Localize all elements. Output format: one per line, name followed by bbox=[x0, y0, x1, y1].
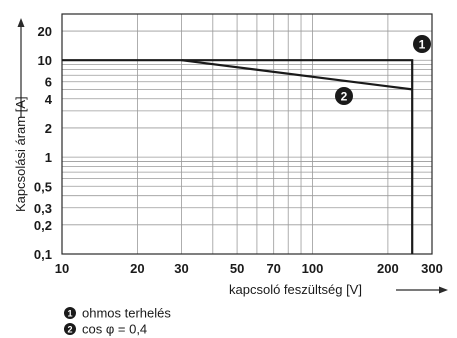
legend-marker-1 bbox=[64, 307, 76, 319]
x-tick-label: 100 bbox=[302, 261, 324, 276]
y-tick-label: 2 bbox=[45, 121, 52, 136]
x-tick-label: 200 bbox=[377, 261, 399, 276]
series-1-line bbox=[62, 59, 414, 254]
legend-label-1: ohmos terhelés bbox=[82, 306, 171, 321]
grid bbox=[62, 14, 432, 254]
y-tick-label: 1 bbox=[45, 150, 52, 165]
series-2-marker-circle bbox=[335, 87, 353, 105]
plot-frame bbox=[61, 13, 433, 255]
y-tick-label: 6 bbox=[45, 75, 52, 90]
x-tick-label: 300 bbox=[421, 261, 443, 276]
y-tick-label: 4 bbox=[45, 92, 53, 107]
series-2-marker-number: 2 bbox=[341, 90, 348, 104]
series-2-marker: 2 bbox=[335, 87, 353, 105]
x-tick-label: 70 bbox=[266, 261, 280, 276]
y-tick-label: 0,2 bbox=[34, 218, 52, 233]
tick-labels: 10 20 30 50 70 100 200 300 0,1 0,2 0,3 0,5 1 2 4 6 10 20 bbox=[34, 24, 443, 276]
legend-marker-2-number: 2 bbox=[67, 325, 72, 335]
y-tick-label: 0,3 bbox=[34, 201, 52, 216]
series-1-marker-circle bbox=[413, 35, 431, 53]
x-tick-label: 10 bbox=[55, 261, 69, 276]
legend: 1 ohmos terhelés 2 cos φ = 0,4 bbox=[64, 306, 171, 337]
series-1-marker: 1 bbox=[413, 35, 431, 53]
y-tick-label: 10 bbox=[38, 53, 52, 68]
series-1-marker-number: 1 bbox=[419, 38, 426, 52]
x-axis-label: kapcsoló feszültség [V] bbox=[229, 282, 362, 297]
legend-label-2: cos φ = 0,4 bbox=[82, 322, 147, 337]
x-tick-label: 20 bbox=[130, 261, 144, 276]
x-axis-arrow-head bbox=[439, 286, 448, 294]
y-tick-label: 0,1 bbox=[34, 247, 52, 262]
y-tick-label: 20 bbox=[38, 24, 52, 39]
x-tick-label: 50 bbox=[230, 261, 244, 276]
x-axis-title-group: kapcsoló feszültség [V] bbox=[229, 282, 448, 297]
legend-marker-1-number: 1 bbox=[67, 309, 72, 319]
series-layer bbox=[62, 59, 414, 254]
y-axis-arrow-head bbox=[17, 18, 25, 27]
y-axis-title-group: Kapcsolási áram [A] bbox=[13, 18, 28, 212]
y-axis-label: Kapcsolási áram [A] bbox=[13, 96, 28, 212]
x-tick-label: 30 bbox=[174, 261, 188, 276]
legend-item-1: 1 ohmos terhelés bbox=[64, 306, 171, 321]
y-tick-label: 0,5 bbox=[34, 179, 52, 194]
legend-marker-2 bbox=[64, 323, 76, 335]
series-2-line bbox=[181, 59, 413, 91]
legend-item-2: 2 cos φ = 0,4 bbox=[64, 322, 147, 337]
